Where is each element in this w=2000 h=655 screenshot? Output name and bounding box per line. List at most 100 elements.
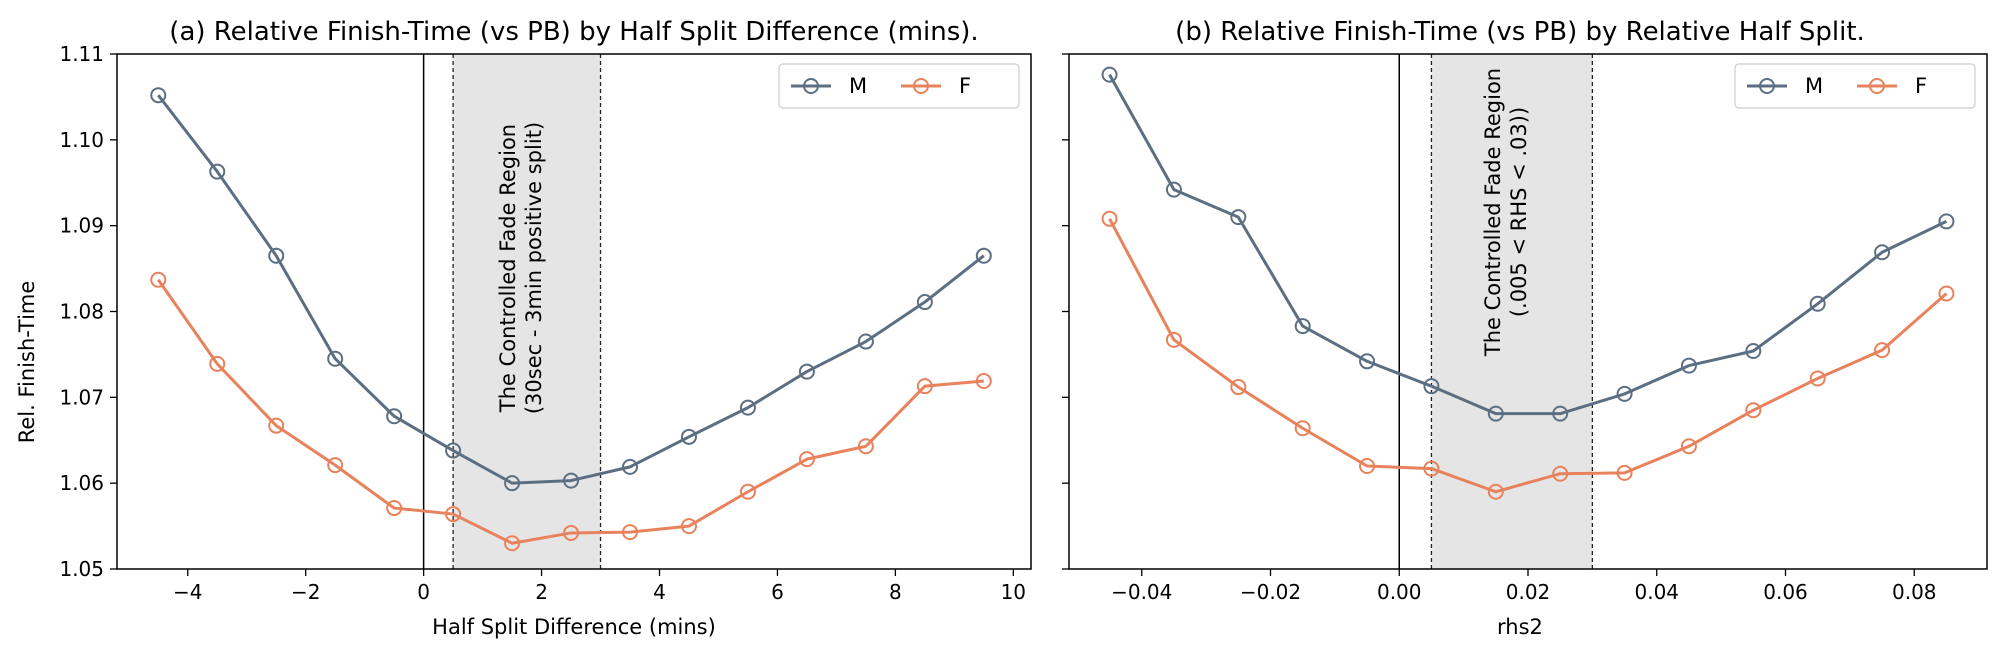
- x-tick-label: 0.00: [1377, 580, 1422, 604]
- data-point-M: [1552, 405, 1569, 422]
- data-point-F: [150, 271, 167, 288]
- y-tick-label: 1.08: [59, 300, 104, 324]
- data-point-M: [150, 87, 167, 104]
- legend-label-M: M: [1805, 74, 1823, 98]
- data-point-F: [1552, 465, 1569, 482]
- data-point-F: [209, 355, 226, 372]
- data-point-F: [622, 524, 639, 541]
- data-point-F: [798, 451, 815, 468]
- x-tick-label: −0.02: [1240, 580, 1301, 604]
- x-tick-label: 0.06: [1763, 580, 1808, 604]
- data-point-F: [1874, 342, 1891, 359]
- data-point-M: [739, 399, 756, 416]
- data-point-M: [1423, 378, 1440, 395]
- x-tick-label: −4: [173, 580, 202, 604]
- legend-marker-F: [1869, 78, 1885, 94]
- data-point-F: [680, 518, 697, 535]
- region-label: (30sec - 3min positive split): [522, 122, 546, 414]
- chart-title-a: (a) Relative Finish-Time (vs PB) by Half…: [169, 17, 978, 47]
- data-point-F: [327, 457, 344, 474]
- data-point-F: [975, 373, 992, 390]
- data-point-F: [1294, 420, 1311, 437]
- data-point-M: [1101, 66, 1118, 83]
- controlled-fade-region: [1431, 54, 1593, 569]
- data-point-F: [857, 438, 874, 455]
- data-point-F: [1230, 379, 1247, 396]
- data-point-M: [1487, 405, 1504, 422]
- x-tick-label: 0.08: [1892, 580, 1937, 604]
- y-tick-label: 1.11: [59, 42, 104, 66]
- data-point-M: [1165, 181, 1182, 198]
- data-point-F: [1616, 464, 1633, 481]
- panel-b: (b) Relative Finish-Time (vs PB) by Rela…: [1062, 17, 1988, 639]
- panel-a: (a) Relative Finish-Time (vs PB) by Half…: [15, 17, 1032, 639]
- legend-label-F: F: [1915, 74, 1927, 98]
- region-label: The Controlled Fade Region: [496, 124, 520, 413]
- x-tick-label: 0: [417, 580, 430, 604]
- data-point-M: [1745, 342, 1762, 359]
- region-label: The Controlled Fade Region: [1481, 68, 1505, 357]
- data-point-M: [975, 247, 992, 264]
- data-point-M: [386, 408, 403, 425]
- data-point-M: [445, 442, 462, 459]
- data-point-M: [209, 163, 226, 180]
- y-tick-label: 1.06: [59, 471, 104, 495]
- data-point-M: [1616, 385, 1633, 402]
- data-point-F: [386, 500, 403, 517]
- x-tick-label: 0.02: [1506, 580, 1551, 604]
- y-axis-label: Rel. Finish-Time: [15, 281, 39, 444]
- chart-title-b: (b) Relative Finish-Time (vs PB) by Rela…: [1175, 17, 1865, 47]
- x-tick-label: 6: [771, 580, 784, 604]
- series-line-F: [157, 278, 984, 545]
- data-point-M: [1809, 295, 1826, 312]
- legend-box: [778, 63, 1020, 109]
- data-point-M: [1874, 244, 1891, 261]
- x-tick-label: 10: [1001, 580, 1026, 604]
- data-point-F: [1809, 370, 1826, 387]
- data-point-F: [1359, 458, 1376, 474]
- data-point-F: [1680, 438, 1697, 455]
- x-axis-label-a: Half Split Difference (mins): [432, 615, 716, 639]
- legend-box: [1734, 63, 1976, 109]
- data-point-F: [739, 483, 756, 500]
- data-point-F: [563, 524, 580, 541]
- data-point-F: [1745, 402, 1762, 419]
- x-tick-label: −0.04: [1111, 580, 1172, 604]
- data-point-F: [445, 506, 462, 523]
- y-tick-label: 1.07: [59, 385, 104, 409]
- data-point-F: [504, 535, 521, 552]
- x-tick-label: −2: [291, 580, 320, 604]
- y-tick-label: 1.09: [59, 214, 104, 238]
- data-point-M: [916, 294, 933, 311]
- data-point-M: [1294, 318, 1311, 335]
- series-line-M: [157, 94, 985, 485]
- data-point-M: [1680, 357, 1697, 374]
- data-point-F: [1423, 460, 1440, 477]
- x-tick-label: 4: [653, 580, 666, 604]
- data-point-M: [798, 363, 815, 380]
- legend-label-F: F: [959, 74, 971, 98]
- data-point-M: [622, 458, 639, 475]
- y-tick-label: 1.05: [59, 557, 104, 581]
- legend-marker-M: [1759, 78, 1775, 94]
- legend-marker-F: [913, 78, 929, 94]
- data-point-M: [563, 472, 580, 489]
- x-tick-label: 2: [535, 580, 548, 604]
- data-point-F: [268, 417, 285, 434]
- data-point-M: [1938, 213, 1955, 230]
- data-point-M: [857, 333, 874, 350]
- data-point-F: [1938, 285, 1955, 302]
- x-tick-label: 0.04: [1634, 580, 1679, 604]
- data-point-M: [1359, 353, 1376, 370]
- region-label: (.005 < RHS < .03)): [1507, 107, 1531, 317]
- data-point-M: [327, 350, 344, 367]
- x-tick-label: 8: [889, 580, 902, 604]
- data-point-F: [916, 378, 933, 395]
- series-line-M: [1108, 73, 1948, 416]
- data-point-M: [268, 247, 285, 264]
- data-point-F: [1101, 210, 1118, 227]
- series-line-F: [1108, 218, 1948, 494]
